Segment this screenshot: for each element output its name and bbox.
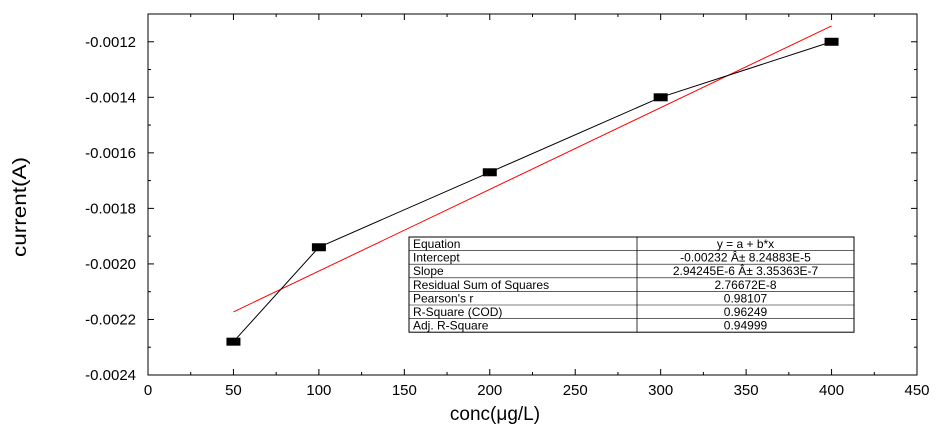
data-point — [311, 243, 326, 252]
x-tick-label: 300 — [648, 382, 673, 399]
stats-value: 2.76672E-8 — [714, 278, 776, 292]
stats-value: 0.98107 — [724, 291, 768, 305]
stats-key: Pearson's r — [413, 291, 473, 305]
y-tick-label: -0.0014 — [85, 89, 136, 106]
stats-value: y = a + b*x — [717, 237, 774, 251]
x-axis-title: conc(μg/L) — [450, 404, 540, 425]
stats-key: Intercept — [413, 251, 460, 265]
data-point — [653, 93, 668, 102]
stats-key: Slope — [413, 264, 444, 278]
stats-value: -0.00232 Â± 8.24883E-5 — [680, 250, 811, 265]
x-tick-label: 250 — [563, 382, 588, 399]
x-tick-label: 150 — [392, 382, 417, 399]
stats-key: R-Square (COD) — [413, 305, 502, 319]
y-tick-label: -0.0020 — [85, 256, 136, 273]
y-tick-label: -0.0024 — [85, 367, 136, 384]
x-tick-label: 350 — [734, 382, 759, 399]
stats-value: 0.96249 — [724, 305, 768, 319]
y-tick-label: -0.0012 — [85, 34, 136, 51]
stats-key: Adj. R-Square — [413, 319, 489, 333]
data-point — [226, 337, 241, 346]
x-tick-label: 200 — [477, 382, 502, 399]
stats-value: 2.94245E-6 Â± 3.35363E-7 — [673, 263, 819, 278]
fit-line — [233, 25, 832, 313]
x-tick-label: 400 — [819, 382, 844, 399]
y-tick-label: -0.0016 — [85, 145, 136, 162]
x-tick-label: 100 — [306, 382, 331, 399]
y-tick-label: -0.0018 — [85, 200, 136, 217]
y-tick-label: -0.0022 — [85, 311, 136, 328]
x-tick-label: 450 — [904, 382, 929, 399]
stats-key: Residual Sum of Squares — [413, 278, 549, 292]
y-axis-title: current(A) — [10, 157, 31, 257]
stats-table — [408, 236, 855, 333]
stats-value: 0.94999 — [724, 319, 768, 333]
data-point — [824, 37, 839, 46]
x-tick-label: 0 — [144, 382, 152, 399]
stats-key: Equation — [413, 237, 460, 251]
x-tick-label: 50 — [225, 382, 242, 399]
data-point — [482, 168, 497, 177]
